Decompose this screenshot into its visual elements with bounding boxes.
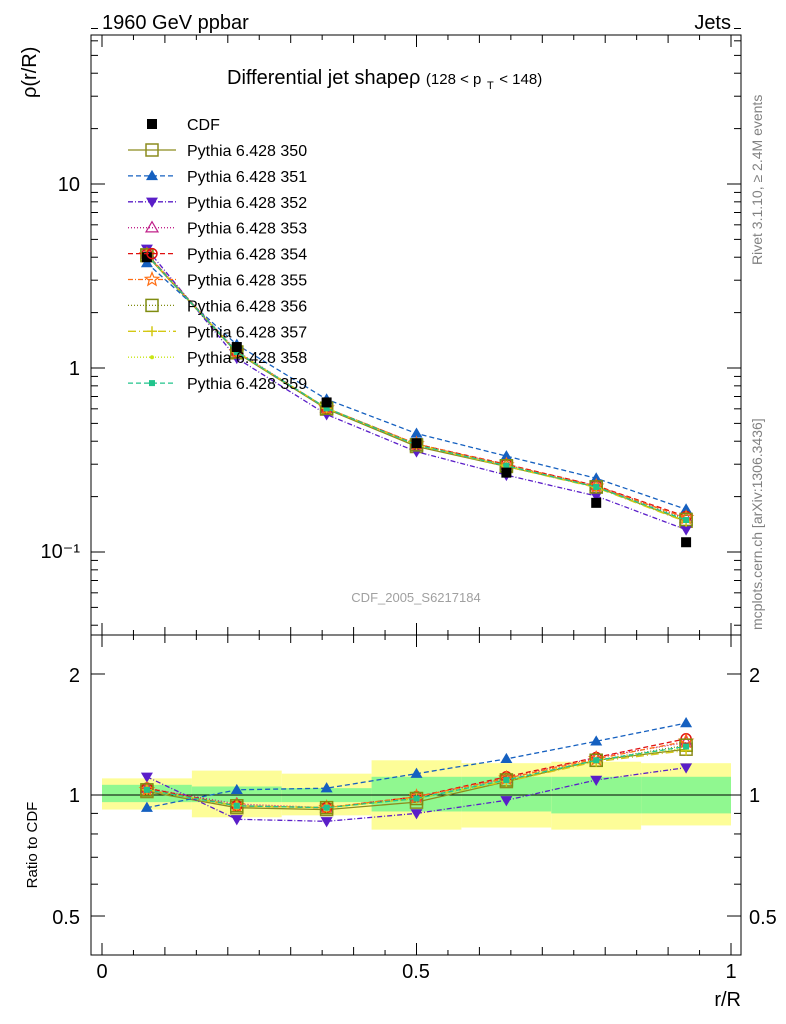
main-ytick-label-1: 1 [69, 358, 80, 380]
mc-marker-ratio [230, 783, 243, 795]
legend-label-cdf: CDF [187, 117, 220, 134]
mc-marker-main [589, 480, 603, 494]
legend-label: Pythia 6.428 356 [187, 298, 307, 315]
axis-ticks [91, 28, 741, 955]
mc-marker-main [410, 447, 423, 458]
mc-marker-ratio [503, 776, 510, 783]
mc-marker-ratio [140, 783, 154, 797]
legend-marker [146, 169, 158, 181]
xtick-label-0p5: 0.5 [402, 961, 430, 983]
mc-marker-ratio [590, 735, 603, 746]
mc-marker-ratio [140, 772, 153, 783]
main-y-axis-label: ρ(r/R) [19, 47, 41, 98]
legend: CDF Pythia 6.428 350 Pythia 6.428 351 Pythi… [128, 117, 307, 393]
legend-marker [145, 143, 159, 157]
mc-marker-ratio [500, 796, 513, 807]
rivet-label: Rivet 3.1.10, ≥ 2.4M events [749, 95, 765, 265]
header-left: 1960 GeV ppbar [102, 12, 249, 34]
xtick-label-0: 0 [96, 961, 107, 983]
analysis-watermark: CDF_2005_S6217184 [351, 590, 480, 605]
mc-marker-ratio [230, 815, 243, 826]
band-inner [191, 786, 282, 803]
ratio-ytick-label-right-1: 1 [749, 785, 760, 807]
cdf-data-point [501, 467, 512, 478]
mc-marker-main [590, 472, 603, 483]
mc-marker-main [503, 462, 510, 469]
cdf-data-points [141, 252, 692, 548]
mc-marker-ratio [410, 809, 423, 820]
main-ytick-label-0p1: 10⁻¹ [41, 541, 81, 563]
mc-marker-ratio [410, 767, 423, 778]
mc-marker-main [590, 491, 603, 502]
legend-label: Pythia 6.428 352 [187, 195, 307, 212]
main-title-text: Differential jet shapeρ [227, 67, 420, 89]
legend-label: Pythia 6.428 355 [187, 273, 307, 290]
ratio-ytick-label-right-2: 2 [749, 665, 760, 687]
main-title-range: (128 < p [426, 71, 481, 88]
mc-marker-ratio [320, 782, 333, 793]
legend-marker [150, 355, 154, 360]
legend-marker [145, 298, 159, 313]
mc-marker-ratio [233, 802, 240, 809]
mc-marker-ratio [680, 717, 693, 728]
mc-marker-ratio [323, 804, 330, 811]
legend-label: Pythia 6.428 350 [187, 143, 307, 160]
cdf-data-point [321, 397, 332, 408]
cdf-data-point [591, 497, 602, 508]
mc-marker-ratio [140, 801, 153, 812]
x-axis-label: r/R [714, 989, 741, 1011]
mc-marker-ratio [500, 752, 513, 764]
ratio-y-axis-label: Ratio to CDF [24, 802, 41, 889]
main-title: Differential jet shapeρ (128 < p T < 148… [227, 67, 542, 94]
ratio-ytick-label-right-0p5: 0.5 [749, 907, 777, 929]
mcplots-label: mcplots.cern.ch [arXiv:1306.3436] [749, 418, 765, 630]
mc-marker-ratio [683, 743, 690, 750]
mc-marker-ratio [143, 786, 150, 793]
main-title-range-end: < 148) [499, 71, 542, 88]
legend-marker [147, 326, 157, 337]
mc-marker-main [500, 450, 513, 461]
mc-marker-ratio [413, 795, 420, 802]
legend-label: Pythia 6.428 359 [187, 376, 307, 393]
main-title-range-sub: T [487, 80, 494, 92]
mc-marker-main [680, 503, 693, 514]
mc-curves-ratio [138, 717, 695, 828]
mc-marker-ratio [593, 757, 600, 764]
main-ytick-label-10: 10 [58, 174, 80, 196]
legend-marker [146, 197, 158, 208]
mc-marker-main [323, 405, 330, 412]
xtick-label-1: 1 [725, 961, 736, 983]
ratio-ytick-label-1: 1 [69, 785, 80, 807]
mc-marker-ratio [590, 775, 603, 786]
mc-marker-main [683, 517, 690, 524]
ratio-ytick-label-2: 2 [69, 665, 80, 687]
cdf-data-point [141, 252, 152, 263]
legend-label: Pythia 6.428 354 [187, 247, 307, 264]
cdf-data-point [411, 438, 422, 449]
header-right: Jets [694, 12, 731, 34]
legend-marker [143, 270, 161, 287]
mc-marker-main [410, 427, 423, 438]
legend-marker [149, 380, 155, 387]
mc-marker-main [680, 525, 693, 536]
legend-label: Pythia 6.428 351 [187, 169, 307, 186]
legend-label: Pythia 6.428 353 [187, 221, 307, 238]
legend-label: Pythia 6.428 358 [187, 350, 307, 367]
legend-marker [146, 247, 158, 260]
cdf-data-point [231, 342, 242, 353]
mc-marker-ratio [680, 763, 693, 774]
mc-marker-main [593, 483, 600, 490]
cdf-data-point [681, 537, 692, 548]
legend-marker [144, 220, 160, 233]
ratio-ytick-label-0p5: 0.5 [52, 907, 80, 929]
legend-label: Pythia 6.428 357 [187, 324, 307, 341]
mc-marker-ratio [320, 817, 333, 828]
legend-marker-cdf [147, 119, 157, 129]
